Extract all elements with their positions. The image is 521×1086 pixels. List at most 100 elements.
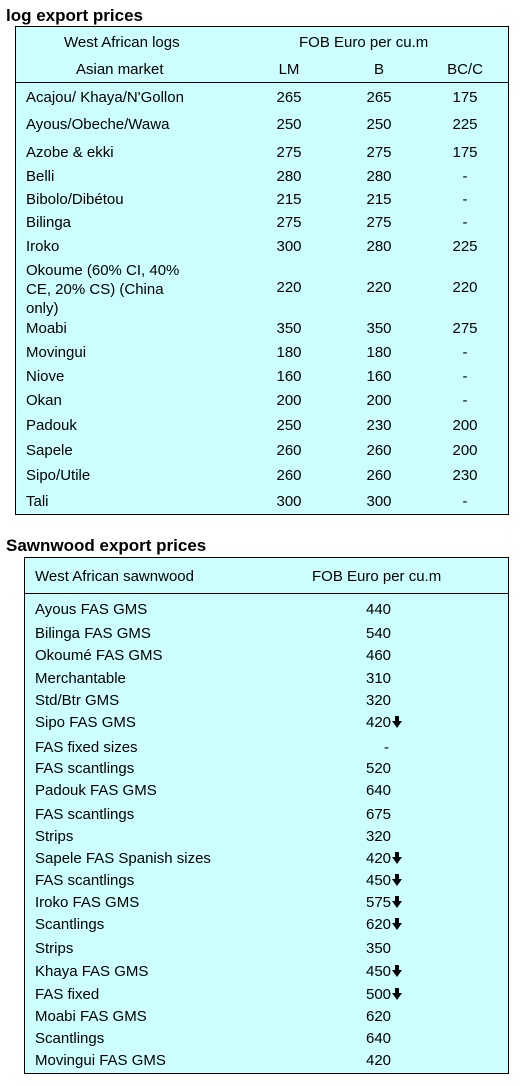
log-cell-lm: 160 — [276, 368, 302, 385]
sawn-header-divider — [25, 593, 508, 594]
sawn-row-price-cell: 440 — [366, 601, 391, 618]
sawn-row-price: 520 — [366, 760, 392, 777]
log-cell-b: 280 — [366, 238, 392, 255]
sawn-row-price-cell: 500 — [366, 986, 403, 1004]
sawn-row-price-cell: 420 — [366, 714, 403, 732]
sawn-row-price: 350 — [366, 940, 392, 957]
log-cell-bcc: 175 — [452, 144, 478, 161]
log-cell-lm: 260 — [276, 467, 302, 484]
log-col-b: B — [373, 61, 384, 78]
log-row-name: Bibolo/Dibétou — [26, 191, 124, 208]
sawn-row-name: Ayous FAS GMS — [35, 601, 148, 618]
log-cell-lm: 220 — [276, 279, 302, 296]
log-cell-bcc: 200 — [452, 442, 478, 459]
log-row-name: Bilinga — [26, 214, 72, 231]
sawn-row-price: 310 — [366, 670, 392, 687]
log-cell-b: 260 — [366, 467, 392, 484]
log-cell-bcc: - — [462, 344, 468, 361]
sawn-row-price-cell: 620 — [366, 1008, 391, 1025]
log-cell-lm: 350 — [276, 320, 302, 337]
log-row-name-line: only) — [26, 300, 59, 317]
log-cell-b: 160 — [366, 368, 392, 385]
log-row-name: Moabi — [26, 320, 67, 337]
sawn-row-price-cell: 420 — [366, 850, 403, 868]
log-cell-b: 275 — [366, 214, 392, 231]
log-cell-lm: 275 — [276, 144, 302, 161]
log-cell-b: 280 — [366, 168, 392, 185]
log-row-name-line: Okoume (60% CI, 40% — [26, 262, 180, 279]
log-row-name: Azobe & ekki — [26, 144, 114, 161]
down-arrow-icon — [392, 917, 403, 934]
sawn-row-price: 440 — [366, 601, 392, 618]
log-cell-lm: 180 — [276, 344, 302, 361]
log-header-market: Asian market — [76, 61, 164, 78]
log-cell-lm: 260 — [276, 442, 302, 459]
log-cell-lm: 250 — [276, 417, 302, 434]
log-cell-bcc: 175 — [452, 89, 478, 106]
sawn-row-name: FAS scantlings — [35, 872, 135, 889]
sawn-header-price-unit: FOB Euro per cu.m — [312, 568, 442, 585]
sawn-row-price-cell: 460 — [366, 647, 391, 664]
log-cell-b: 230 — [366, 417, 392, 434]
log-cell-b: 265 — [366, 89, 392, 106]
log-header-divider — [16, 82, 508, 83]
log-cell-lm: 300 — [276, 238, 302, 255]
log-cell-lm: 265 — [276, 89, 302, 106]
sawn-row-price-cell: 320 — [366, 828, 391, 845]
down-arrow-icon — [392, 987, 403, 1004]
sawn-row-price-cell: - — [384, 739, 389, 756]
sawn-row-price-cell: 640 — [366, 1030, 391, 1047]
log-cell-bcc: - — [462, 392, 468, 409]
log-header-origin: West African logs — [64, 34, 180, 51]
log-cell-bcc: - — [462, 368, 468, 385]
log-cell-lm: 215 — [276, 191, 302, 208]
log-cell-bcc: - — [462, 214, 468, 231]
sawn-row-price: 640 — [366, 782, 392, 799]
sawn-row-name: Bilinga FAS GMS — [35, 625, 151, 642]
sawn-row-name: Moabi FAS GMS — [35, 1008, 147, 1025]
sawn-row-name: Sipo FAS GMS — [35, 714, 136, 731]
log-cell-b: 220 — [366, 279, 392, 296]
sawn-row-name: Iroko FAS GMS — [35, 894, 140, 911]
sawn-header-product: West African sawnwood — [35, 568, 194, 585]
log-cell-bcc: 275 — [452, 320, 478, 337]
sawn-row-price: 675 — [366, 806, 392, 823]
sawn-row-price-cell: 520 — [366, 760, 391, 777]
log-cell-lm: 250 — [276, 116, 302, 133]
sawn-row-price: 420 — [366, 1052, 392, 1069]
log-cell-lm: 275 — [276, 214, 302, 231]
sawn-row-name: Scantlings — [35, 1030, 105, 1047]
sawn-row-name: Merchantable — [35, 670, 126, 687]
log-row-name: Sapele — [26, 442, 73, 459]
down-arrow-icon — [392, 964, 403, 981]
sawn-row-price: 620 — [366, 916, 392, 933]
log-row-name: Okoume (60% CI, 40% CE, 20% CS) (China onl… — [26, 261, 179, 318]
sawn-row-price-cell: 320 — [366, 692, 391, 709]
log-cell-bcc: 220 — [452, 279, 478, 296]
log-row-name: Movingui — [26, 344, 87, 361]
sawn-row-name: FAS scantlings — [35, 760, 135, 777]
sawn-row-name: FAS scantlings — [35, 806, 135, 823]
sawn-row-name: Okoumé FAS GMS — [35, 647, 163, 664]
log-cell-lm: 280 — [276, 168, 302, 185]
log-cell-bcc: 200 — [452, 417, 478, 434]
log-cell-b: 200 — [366, 392, 392, 409]
sawn-row-name: Strips — [35, 940, 74, 957]
log-cell-lm: 300 — [276, 493, 302, 510]
sawn-row-price: 500 — [366, 986, 392, 1003]
log-row-name: Tali — [26, 493, 49, 510]
log-cell-b: 350 — [366, 320, 392, 337]
sawn-row-name: Khaya FAS GMS — [35, 963, 149, 980]
log-cell-bcc: - — [462, 493, 468, 510]
sawn-row-price-cell: 575 — [366, 894, 403, 912]
sawn-row-name: Sapele FAS Spanish sizes — [35, 850, 211, 867]
log-cell-bcc: 230 — [452, 467, 478, 484]
sawn-row-price-cell: 540 — [366, 625, 391, 642]
down-arrow-icon — [392, 851, 403, 868]
sawn-row-name: Strips — [35, 828, 74, 845]
log-col-lm: LM — [278, 61, 300, 78]
sawn-row-price: 640 — [366, 1030, 392, 1047]
sawn-row-name: Padouk FAS GMS — [35, 782, 157, 799]
log-header-price-unit: FOB Euro per cu.m — [299, 34, 429, 51]
sawn-row-price-cell: 450 — [366, 963, 403, 981]
